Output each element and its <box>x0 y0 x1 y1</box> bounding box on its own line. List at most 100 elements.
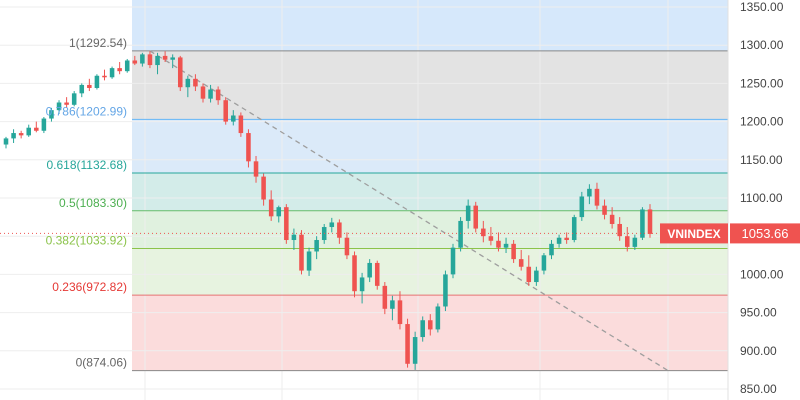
candle-body-38 <box>291 234 297 241</box>
candle-body-32 <box>246 133 251 162</box>
candle-body-76 <box>579 196 585 218</box>
candle-4 <box>34 121 39 133</box>
candle-66 <box>503 237 509 254</box>
candle-38 <box>291 228 297 250</box>
candle-35 <box>268 190 274 221</box>
candle-body-77 <box>587 188 592 197</box>
y-tick-label-3: 1200.00 <box>740 115 784 129</box>
fib-zone-0.786 <box>132 119 728 174</box>
candle-73 <box>556 234 562 248</box>
candle-18 <box>140 52 145 67</box>
candle-51 <box>390 295 395 321</box>
candle-85 <box>647 204 653 238</box>
candle-body-52 <box>397 300 403 325</box>
candle-body-81 <box>617 223 622 237</box>
candle-body-83 <box>632 237 638 247</box>
y-tick-label-9: 900.00 <box>740 344 777 358</box>
candle-56 <box>428 314 433 336</box>
candle-body-46 <box>352 255 357 292</box>
candle-body-28 <box>215 89 221 101</box>
candle-body-66 <box>503 243 509 248</box>
price-axis[interactable]: 1350.00 1300.00 1250.00 1200.00 1150.00 1100.… <box>727 0 800 400</box>
candle-body-60 <box>458 220 463 248</box>
candle-body-63 <box>481 228 486 237</box>
candle-body-53 <box>405 324 410 364</box>
candle-28 <box>215 86 221 105</box>
candle-11 <box>87 78 92 92</box>
candle-58 <box>443 270 448 312</box>
candle-14 <box>109 66 115 79</box>
candle-body-33 <box>253 161 259 177</box>
candle-body-56 <box>428 320 433 330</box>
candle-0 <box>3 136 9 149</box>
candle-47 <box>359 272 365 304</box>
price-badge: VNINDEX 1053.66 <box>660 223 800 244</box>
candle-44 <box>337 219 342 244</box>
candle-65 <box>496 232 501 252</box>
candle-body-79 <box>602 205 607 215</box>
grid-lines <box>0 0 728 400</box>
candle-60 <box>458 217 463 252</box>
candle-body-23 <box>177 57 183 88</box>
candle-body-75 <box>571 217 577 241</box>
candle-body-31 <box>238 115 244 134</box>
candle-body-7 <box>56 102 62 111</box>
candle-71 <box>541 253 547 275</box>
candle-72 <box>549 240 554 260</box>
candle-body-36 <box>276 207 282 217</box>
candle-body-0 <box>3 138 9 145</box>
candle-1 <box>11 129 16 143</box>
candle-61 <box>465 199 471 229</box>
candle-6 <box>49 107 54 122</box>
candle-body-84 <box>640 209 645 238</box>
candle-body-5 <box>41 118 47 131</box>
candle-body-12 <box>94 75 100 88</box>
candle-74 <box>564 232 569 244</box>
candle-84 <box>640 207 645 241</box>
candle-24 <box>185 75 191 98</box>
candle-body-74 <box>564 237 569 241</box>
candle-33 <box>253 155 259 183</box>
fib-label-0.382: 0.382(1033.92) <box>46 233 127 247</box>
fib-labels: 1(1292.54) 0.786(1202.99) 0.618(1132.68) 0.… <box>46 36 127 370</box>
candle-body-61 <box>465 205 471 221</box>
candle-body-54 <box>412 337 418 364</box>
y-tick-label-1: 1300.00 <box>740 38 784 52</box>
candle-body-10 <box>79 84 85 94</box>
symbol-badge-bg <box>660 223 728 244</box>
fib-level-lines <box>132 50 728 372</box>
candle-67 <box>511 240 516 263</box>
candle-21 <box>162 51 168 63</box>
price-axis-bg <box>728 0 800 400</box>
candle-78 <box>594 182 600 210</box>
candle-body-39 <box>299 234 304 271</box>
candle-body-18 <box>140 54 145 64</box>
y-tick-label-10: 850.00 <box>740 382 777 396</box>
candle-body-22 <box>170 57 175 60</box>
candle-body-50 <box>382 285 388 309</box>
y-tick-label-2: 1250.00 <box>740 76 784 90</box>
candle-46 <box>352 251 357 298</box>
fib-zone-1 <box>132 50 728 120</box>
candle-body-57 <box>435 306 441 330</box>
fib-label-0.236: 0.236(972.82) <box>52 280 127 294</box>
candle-23 <box>177 55 183 92</box>
candle-body-58 <box>443 274 448 307</box>
candle-52 <box>397 291 403 330</box>
candle-body-43 <box>329 222 335 228</box>
candle-83 <box>632 234 638 250</box>
candle-8 <box>64 97 69 108</box>
dashed-trendline <box>149 50 669 372</box>
fib-label-0.5: 0.5(1083.30) <box>59 196 127 210</box>
candle-body-27 <box>208 89 213 99</box>
fib-zones <box>132 0 728 371</box>
fib-label-0.786: 0.786(1202.99) <box>46 104 127 118</box>
candle-body-1 <box>11 133 16 139</box>
fib-zone-0.382 <box>132 248 728 296</box>
candle-body-45 <box>344 237 350 256</box>
candle-59 <box>450 243 456 279</box>
candle-15 <box>117 62 122 75</box>
candle-body-16 <box>124 60 130 72</box>
candle-body-71 <box>541 255 547 271</box>
